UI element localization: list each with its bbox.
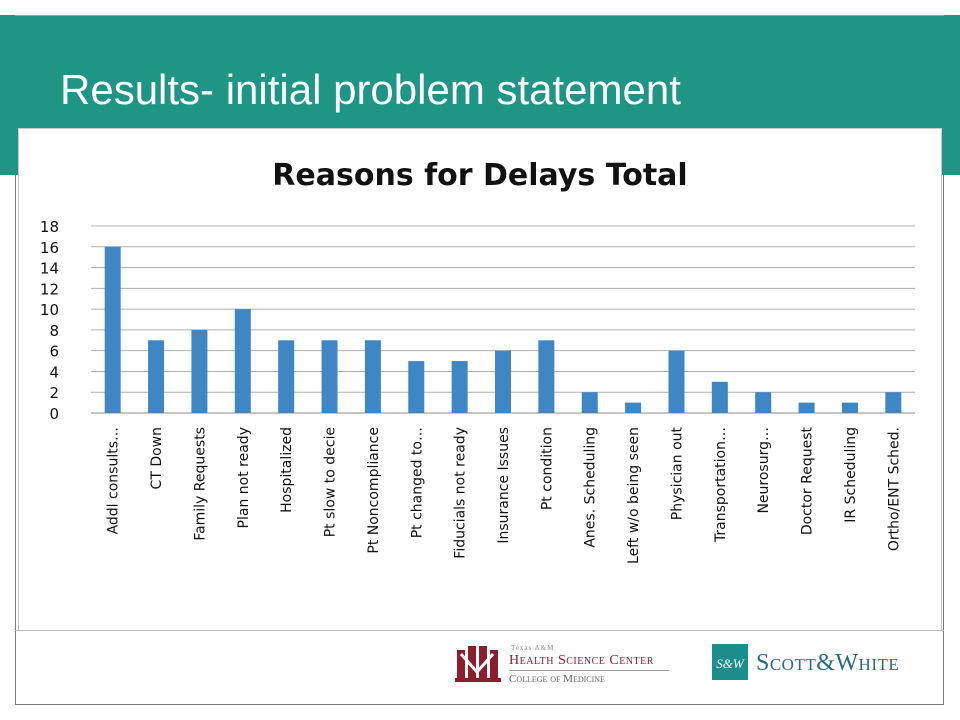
bar xyxy=(321,340,338,413)
chart-title: Reasons for Delays Total xyxy=(272,158,687,193)
bar xyxy=(495,350,511,413)
x-tick-label: Doctor Request xyxy=(800,426,816,535)
hsc-emblem-icon xyxy=(455,646,501,682)
footer-divider xyxy=(15,630,944,631)
bar xyxy=(191,329,208,413)
x-tick-label: Left w/o being seen xyxy=(626,427,642,564)
y-tick-label: 12 xyxy=(40,280,59,298)
chart-panel: Reasons for Delays Total 0 2 4 6 8 10 12 14 16 18… xyxy=(18,128,942,631)
bars xyxy=(104,246,902,413)
y-tick-label: 4 xyxy=(49,363,59,381)
y-tick-label: 10 xyxy=(40,301,59,319)
bar xyxy=(885,392,902,413)
bar xyxy=(364,340,381,413)
x-tick-label: Neurosurg… xyxy=(756,427,772,514)
y-tick-label: 0 xyxy=(49,405,59,423)
x-tick-label: Family Requests xyxy=(192,427,208,541)
y-axis-ticks: 0 2 4 6 8 10 12 14 16 18 xyxy=(40,218,59,423)
scott-white-icon: S&W xyxy=(712,644,748,680)
x-tick-label: Pt condition xyxy=(539,427,555,510)
texas-am-hsc-logo: Texas A&M Health Science Center College … xyxy=(455,642,675,687)
y-tick-label: 2 xyxy=(49,384,59,402)
bar xyxy=(408,361,425,413)
x-tick-label: Physician out xyxy=(669,426,685,520)
x-tick-label: CT Down xyxy=(149,427,165,489)
hsc-university-label: Texas A&M xyxy=(511,644,555,652)
hsc-college: College of Medicine xyxy=(509,673,605,685)
slide-title: Results- initial problem statement xyxy=(60,66,681,113)
svg-text:S&W: S&W xyxy=(716,656,745,671)
bar xyxy=(234,309,251,413)
scott-white-logo: S&W Scott&White xyxy=(712,642,927,684)
bar xyxy=(625,402,642,413)
hsc-name: Health Science Center xyxy=(509,653,654,668)
x-tick-label: Hospitalized xyxy=(279,427,295,513)
scott-white-wordmark: Scott&White xyxy=(756,650,900,676)
x-tick-label: Ortho/ENT Sched. xyxy=(886,427,902,551)
y-tick-label: 16 xyxy=(40,239,59,257)
x-tick-label: Pt slow to decie xyxy=(323,427,339,537)
x-tick-label: Pt Noncompliance xyxy=(366,427,382,554)
y-tick-label: 14 xyxy=(40,260,59,278)
bar-chart: Reasons for Delays Total 0 2 4 6 8 10 12 14 16 18… xyxy=(40,158,915,564)
x-tick-label: Insurance Issues xyxy=(496,427,512,544)
bar xyxy=(581,392,598,413)
bar xyxy=(538,340,555,413)
bar xyxy=(841,402,858,413)
bar xyxy=(798,402,815,413)
x-tick-label: IR Scheduling xyxy=(843,427,859,523)
bar xyxy=(451,361,468,413)
x-tick-label: Pt changed to… xyxy=(409,427,425,538)
x-tick-label: Anes. Scheduling xyxy=(583,427,599,548)
hsc-rule xyxy=(509,670,669,671)
x-axis-labels: Addl consults… CT Down Family Requests Plan… xyxy=(106,426,903,563)
bar xyxy=(278,340,295,413)
x-tick-label: Addl consults… xyxy=(106,427,122,534)
header-top-line xyxy=(15,15,944,16)
bar xyxy=(668,350,685,413)
y-tick-label: 6 xyxy=(49,343,59,361)
bar xyxy=(711,381,728,413)
x-tick-label: Plan not ready xyxy=(236,427,252,528)
bar xyxy=(104,246,121,413)
x-tick-label: Fiducials not ready xyxy=(453,427,469,559)
bar xyxy=(148,340,165,413)
x-tick-label: Transportation… xyxy=(713,427,729,543)
y-tick-label: 18 xyxy=(40,218,59,236)
bar xyxy=(755,392,772,413)
y-tick-label: 8 xyxy=(49,322,59,340)
